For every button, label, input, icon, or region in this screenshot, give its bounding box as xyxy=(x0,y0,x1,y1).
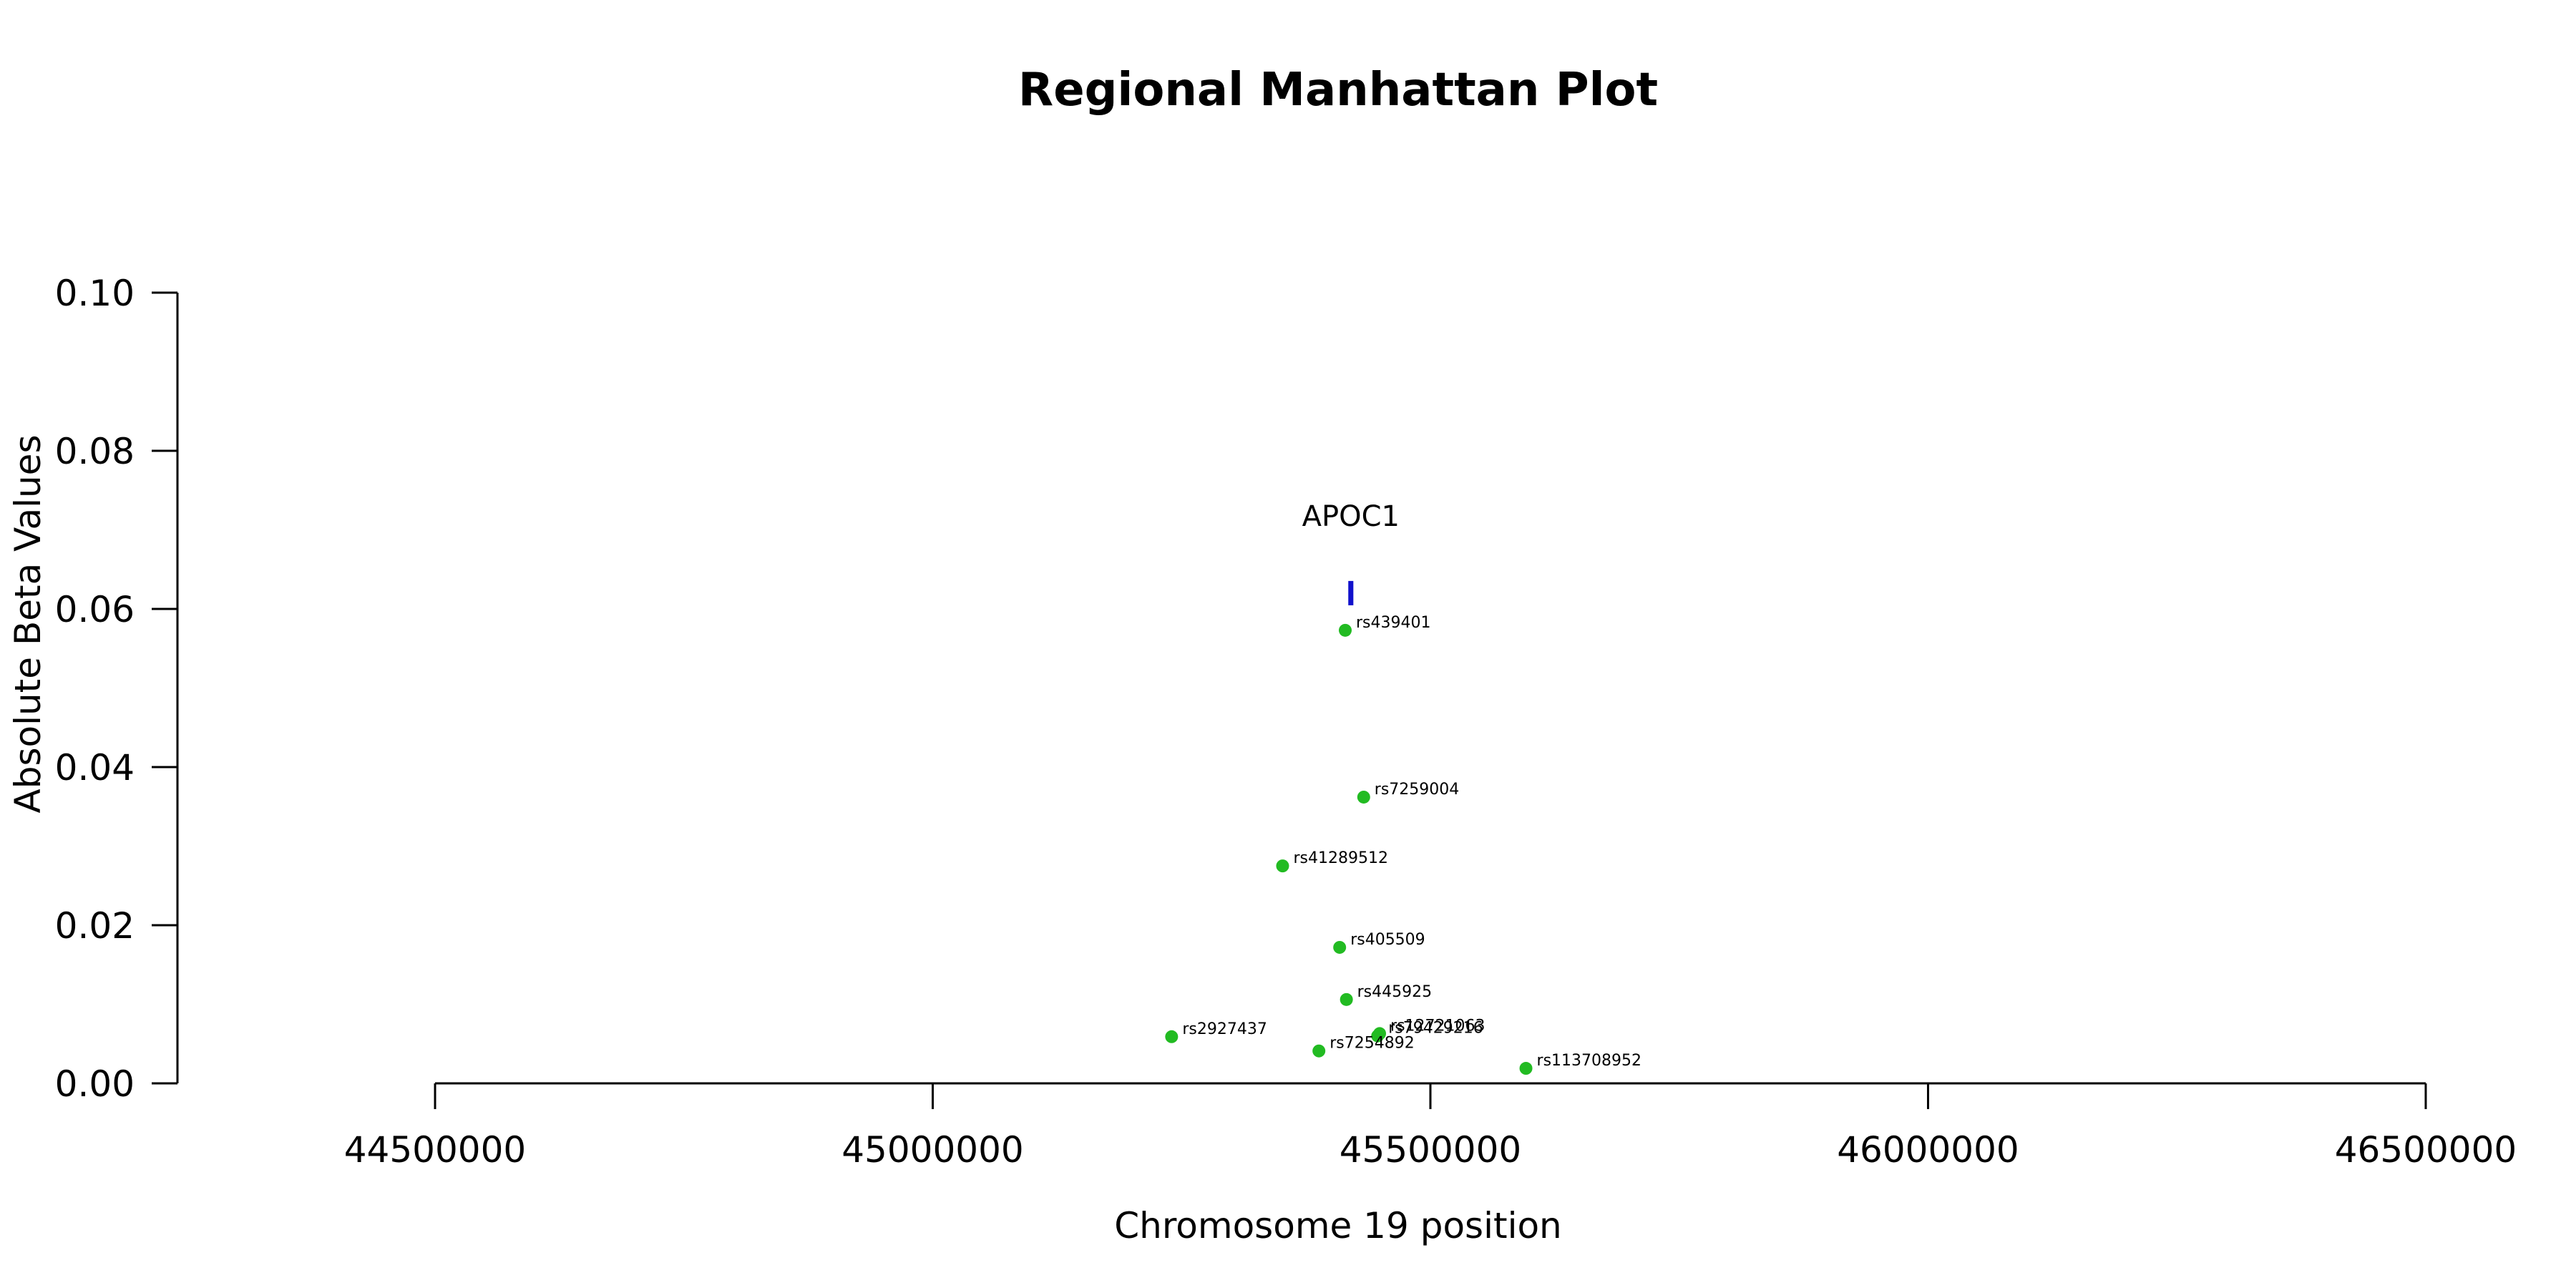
snp-point xyxy=(1340,992,1353,1006)
y-tick-label: 0.10 xyxy=(55,273,135,314)
y-tick-label: 0.00 xyxy=(55,1063,135,1105)
snp-label: rs7259004 xyxy=(1375,781,1460,799)
snp-point xyxy=(1519,1062,1533,1075)
snp-label: rs405509 xyxy=(1350,931,1425,949)
snp-point xyxy=(1357,790,1370,804)
snp-label: rs439401 xyxy=(1356,614,1431,632)
snp-point xyxy=(1371,1029,1385,1043)
y-tick-label: 0.02 xyxy=(55,905,135,947)
snp-point xyxy=(1339,623,1352,637)
snp-point xyxy=(1165,1030,1179,1043)
snp-point xyxy=(1333,940,1347,954)
snp-label: rs2927437 xyxy=(1182,1020,1267,1038)
y-tick-label: 0.06 xyxy=(55,589,135,630)
chart-title: Regional Manhattan Plot xyxy=(1018,64,1658,117)
x-tick-label: 45000000 xyxy=(841,1129,1024,1171)
snp-label: rs79429216 xyxy=(1388,1020,1483,1038)
snp-point xyxy=(1276,859,1289,873)
x-tick-label: 46000000 xyxy=(1837,1129,2019,1171)
snp-label: rs445925 xyxy=(1357,983,1433,1001)
x-axis-label: Chromosome 19 position xyxy=(1114,1205,1562,1246)
x-tick-label: 46500000 xyxy=(2335,1129,2517,1171)
axes: 0.00 0.02 0.04 0.06 0.08 0.10 44500000 45000000… xyxy=(55,273,2517,1171)
snp-point xyxy=(1312,1044,1326,1058)
snp-label: rs113708952 xyxy=(1537,1052,1641,1070)
data-marks: APOC1 rs439401 rs7259004 rs41289512 rs405509… xyxy=(1165,500,1641,1075)
gene-marker xyxy=(1348,580,1354,605)
gene-label: APOC1 xyxy=(1302,500,1400,533)
x-tick-label: 45500000 xyxy=(1340,1129,1522,1171)
snp-label: rs7254892 xyxy=(1330,1035,1415,1053)
snp-label: rs41289512 xyxy=(1293,849,1387,867)
y-axis-label: Absolute Beta Values xyxy=(7,435,49,814)
snp-label: rs12721063 xyxy=(1390,1017,1485,1035)
x-tick-label: 44500000 xyxy=(344,1129,527,1171)
y-tick-label: 0.04 xyxy=(55,747,135,789)
y-tick-label: 0.08 xyxy=(55,431,135,472)
